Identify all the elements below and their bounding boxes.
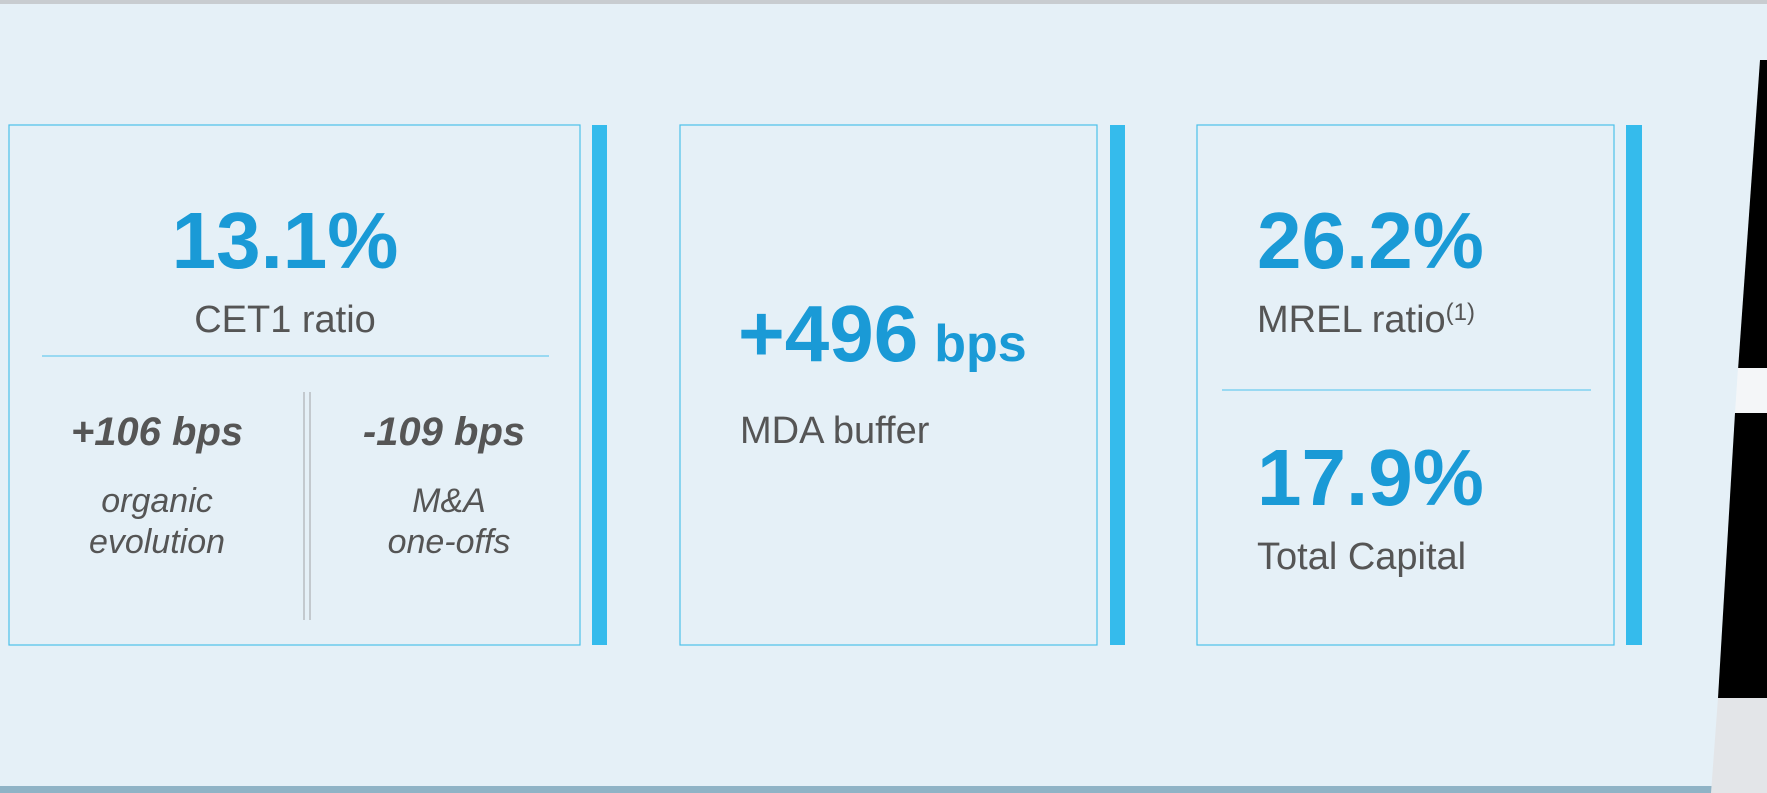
detail-value: +106 bps [71, 410, 243, 454]
card [679, 124, 1098, 646]
kpi-label: MDA buffer [740, 410, 930, 452]
top-edge [0, 0, 1767, 4]
kpi-unit: bps [934, 315, 1026, 373]
kpi-value: 17.9% [1257, 433, 1484, 522]
detail-label: organic [101, 482, 213, 520]
decor-shape [1738, 60, 1767, 370]
detail-value: -109 bps [363, 410, 525, 454]
kpi-value: 26.2% [1257, 196, 1484, 285]
decor-shape [1718, 413, 1767, 698]
decor-shape [1711, 698, 1767, 793]
kpi-label: Total Capital [1257, 536, 1466, 578]
kpi-number: +496 [738, 289, 918, 378]
accent-bar [592, 125, 607, 645]
accent-bar [1626, 125, 1642, 645]
decor-band [1735, 368, 1767, 413]
detail-label: evolution [89, 523, 225, 561]
card [8, 124, 581, 646]
bottom-edge [0, 786, 1767, 793]
detail-label: M&A [412, 482, 486, 520]
kpi-value: 13.1% [172, 196, 399, 285]
accent-bar [1110, 125, 1125, 645]
kpi-value: +496 bps [738, 289, 1027, 378]
footnote-ref: (1) [1446, 299, 1475, 326]
detail-label: one-offs [388, 523, 511, 561]
kpi-label-text: MREL ratio [1257, 299, 1446, 341]
card [1196, 124, 1615, 646]
kpi-label: CET1 ratio [194, 299, 376, 341]
kpi-label: MREL ratio(1) [1257, 299, 1475, 341]
